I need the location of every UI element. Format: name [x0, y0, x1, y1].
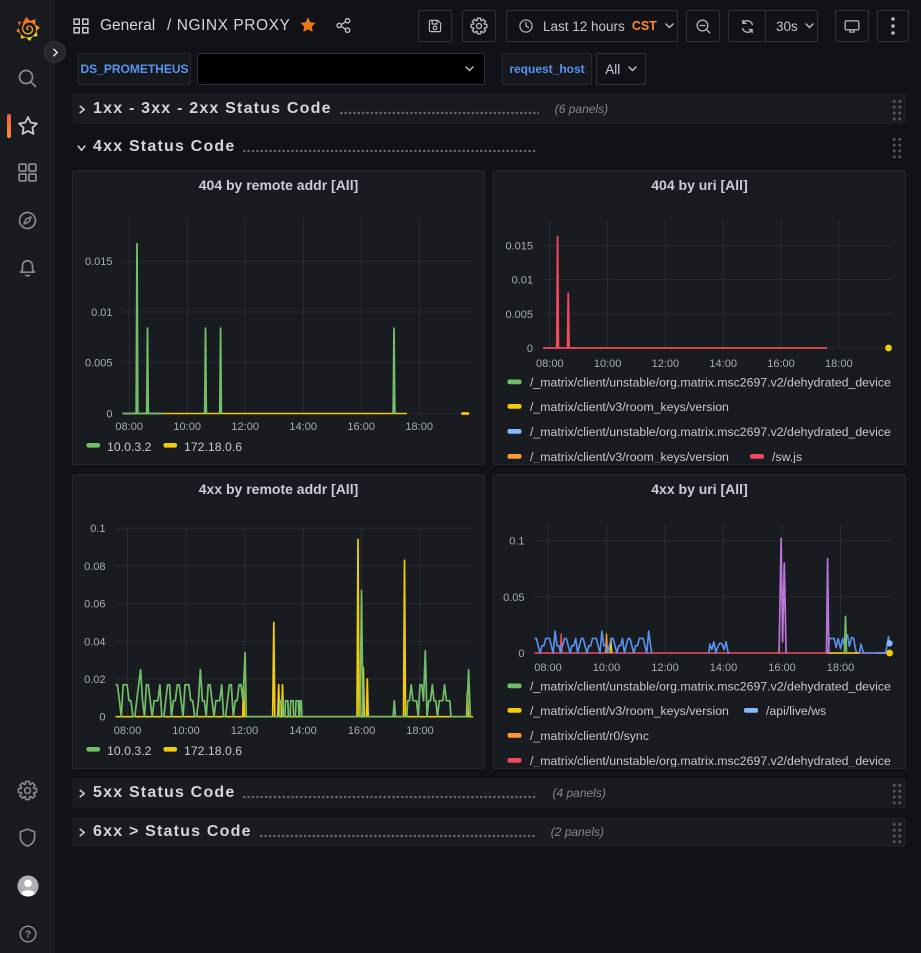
svg-text:08:00: 08:00 — [114, 725, 142, 737]
svg-text:0.01: 0.01 — [91, 307, 112, 319]
svg-text:16:00: 16:00 — [768, 662, 796, 674]
svg-text:0.04: 0.04 — [84, 636, 105, 648]
svg-text:0: 0 — [518, 648, 524, 660]
svg-text:0.015: 0.015 — [505, 240, 533, 252]
svg-text:0.08: 0.08 — [84, 561, 105, 573]
svg-text:18:00: 18:00 — [405, 421, 433, 433]
svg-text:10:00: 10:00 — [593, 662, 621, 674]
svg-text:0.1: 0.1 — [90, 523, 105, 535]
svg-text:/_matrix/client/unstable/org.m: /_matrix/client/unstable/org.matrix.msc2… — [530, 425, 891, 439]
svg-text:0.005: 0.005 — [85, 358, 113, 370]
svg-text:/_matrix/client/v3/room_keys/v: /_matrix/client/v3/room_keys/version — [530, 450, 729, 463]
svg-text:12:00: 12:00 — [651, 662, 679, 674]
svg-text:18:00: 18:00 — [825, 358, 853, 370]
svg-text:16:00: 16:00 — [767, 358, 795, 370]
svg-text:18:00: 18:00 — [406, 725, 434, 737]
svg-text:172.18.0.6: 172.18.0.6 — [184, 440, 242, 454]
svg-text:16:00: 16:00 — [348, 725, 376, 737]
svg-text:16:00: 16:00 — [347, 421, 375, 433]
svg-text:14:00: 14:00 — [289, 421, 317, 433]
svg-text:12:00: 12:00 — [652, 358, 680, 370]
svg-text:14:00: 14:00 — [710, 662, 738, 674]
svg-text:0.015: 0.015 — [85, 256, 113, 268]
svg-text:/_matrix/client/unstable/org.m: /_matrix/client/unstable/org.matrix.msc2… — [530, 376, 891, 390]
svg-text:10.0.3.2: 10.0.3.2 — [107, 744, 152, 758]
svg-text:0: 0 — [527, 343, 533, 355]
svg-text:/_matrix/client/v3/room_keys/v: /_matrix/client/v3/room_keys/version — [530, 704, 729, 718]
svg-text:10:00: 10:00 — [594, 358, 622, 370]
svg-text:0.02: 0.02 — [84, 674, 105, 686]
svg-text:/_matrix/client/r0/sync: /_matrix/client/r0/sync — [530, 729, 649, 743]
svg-text:10:00: 10:00 — [173, 421, 201, 433]
svg-text:/_matrix/client/unstable/org.m: /_matrix/client/unstable/org.matrix.msc2… — [530, 680, 891, 694]
svg-text:08:00: 08:00 — [115, 421, 143, 433]
svg-text:0.05: 0.05 — [503, 592, 524, 604]
svg-text:18:00: 18:00 — [827, 662, 855, 674]
svg-text:12:00: 12:00 — [231, 725, 259, 737]
svg-text:08:00: 08:00 — [536, 358, 564, 370]
svg-text:/_matrix/client/unstable/org.m: /_matrix/client/unstable/org.matrix.msc2… — [530, 754, 891, 767]
svg-text:/_matrix/client/v3/room_keys/v: /_matrix/client/v3/room_keys/version — [530, 400, 729, 414]
svg-text:10.0.3.2: 10.0.3.2 — [107, 440, 152, 454]
svg-text:?: ? — [24, 929, 30, 941]
svg-text:14:00: 14:00 — [709, 358, 737, 370]
svg-text:/api/live/ws: /api/live/ws — [766, 704, 826, 718]
svg-text:0.01: 0.01 — [512, 275, 533, 287]
svg-text:0: 0 — [99, 712, 105, 724]
svg-text:12:00: 12:00 — [231, 421, 259, 433]
svg-text:/sw.js: /sw.js — [772, 450, 802, 463]
svg-text:10:00: 10:00 — [172, 725, 200, 737]
svg-text:0.1: 0.1 — [509, 536, 524, 548]
svg-text:0.06: 0.06 — [84, 599, 105, 611]
svg-text:14:00: 14:00 — [289, 725, 317, 737]
svg-text:0.005: 0.005 — [505, 309, 533, 321]
svg-text:0: 0 — [106, 409, 112, 421]
svg-text:172.18.0.6: 172.18.0.6 — [184, 744, 242, 758]
svg-text:08:00: 08:00 — [534, 662, 562, 674]
